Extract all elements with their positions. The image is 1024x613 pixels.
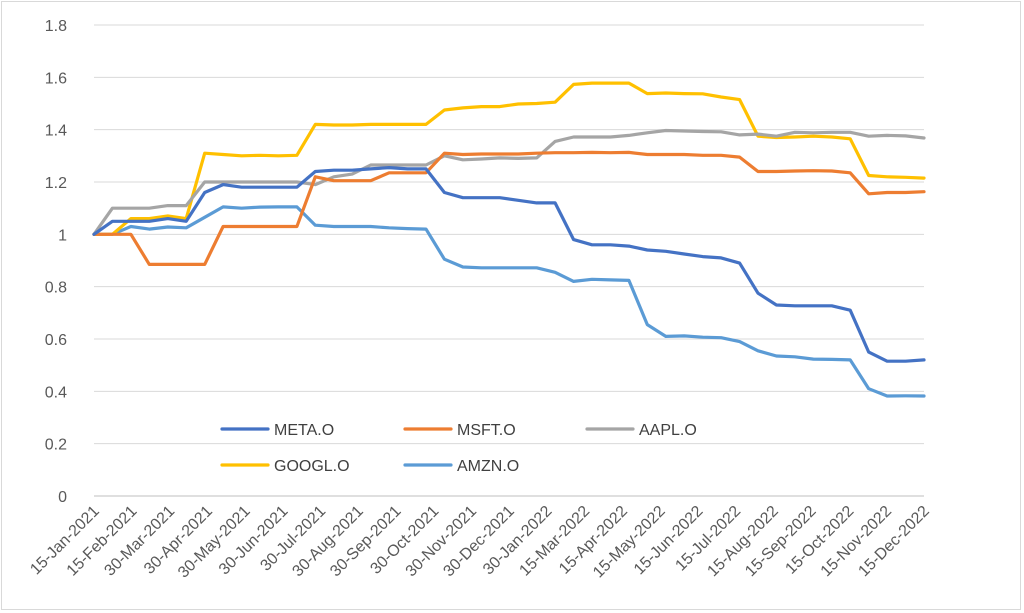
legend-item: META.O xyxy=(220,422,334,439)
legend-item: AMZN.O xyxy=(403,458,519,475)
legend-label: GOOGL.O xyxy=(274,458,350,475)
y-tick-label: 1.8 xyxy=(45,18,67,35)
series-lines xyxy=(92,81,926,398)
x-axis-ticks: 15-Jan-202115-Feb-202130-Mar-202130-Apr-… xyxy=(27,503,933,582)
series-line-googl-o xyxy=(92,81,926,236)
series-line-meta-o xyxy=(92,166,926,363)
legend-label: MSFT.O xyxy=(457,422,516,439)
legend-item: MSFT.O xyxy=(403,422,516,439)
legend: META.O MSFT.O AAPL.O GOOGL.O AMZN.O xyxy=(220,422,697,475)
y-tick-label: 0.8 xyxy=(45,280,67,297)
y-axis-ticks: 0 0.2 0.4 0.6 0.8 1 1.2 1.4 1.6 1.8 xyxy=(45,18,67,506)
y-tick-label: 1.2 xyxy=(45,175,67,192)
legend-label: AAPL.O xyxy=(639,422,697,439)
legend-item: GOOGL.O xyxy=(220,458,350,475)
legend-label: META.O xyxy=(274,422,334,439)
y-tick-label: 0.6 xyxy=(45,332,67,349)
series-line-msft-o xyxy=(92,150,926,266)
legend-item: AAPL.O xyxy=(585,422,697,439)
y-tick-label: 0.2 xyxy=(45,437,67,454)
gridlines xyxy=(94,24,924,445)
legend-label: AMZN.O xyxy=(457,458,519,475)
y-tick-label: 0.4 xyxy=(45,384,67,401)
y-tick-label: 1.6 xyxy=(45,70,67,87)
y-tick-label: 0 xyxy=(58,489,67,506)
series-line-amzn-o xyxy=(92,205,926,398)
y-tick-label: 1 xyxy=(58,227,67,244)
series-line-aapl-o xyxy=(92,128,926,236)
y-tick-label: 1.4 xyxy=(45,123,67,140)
